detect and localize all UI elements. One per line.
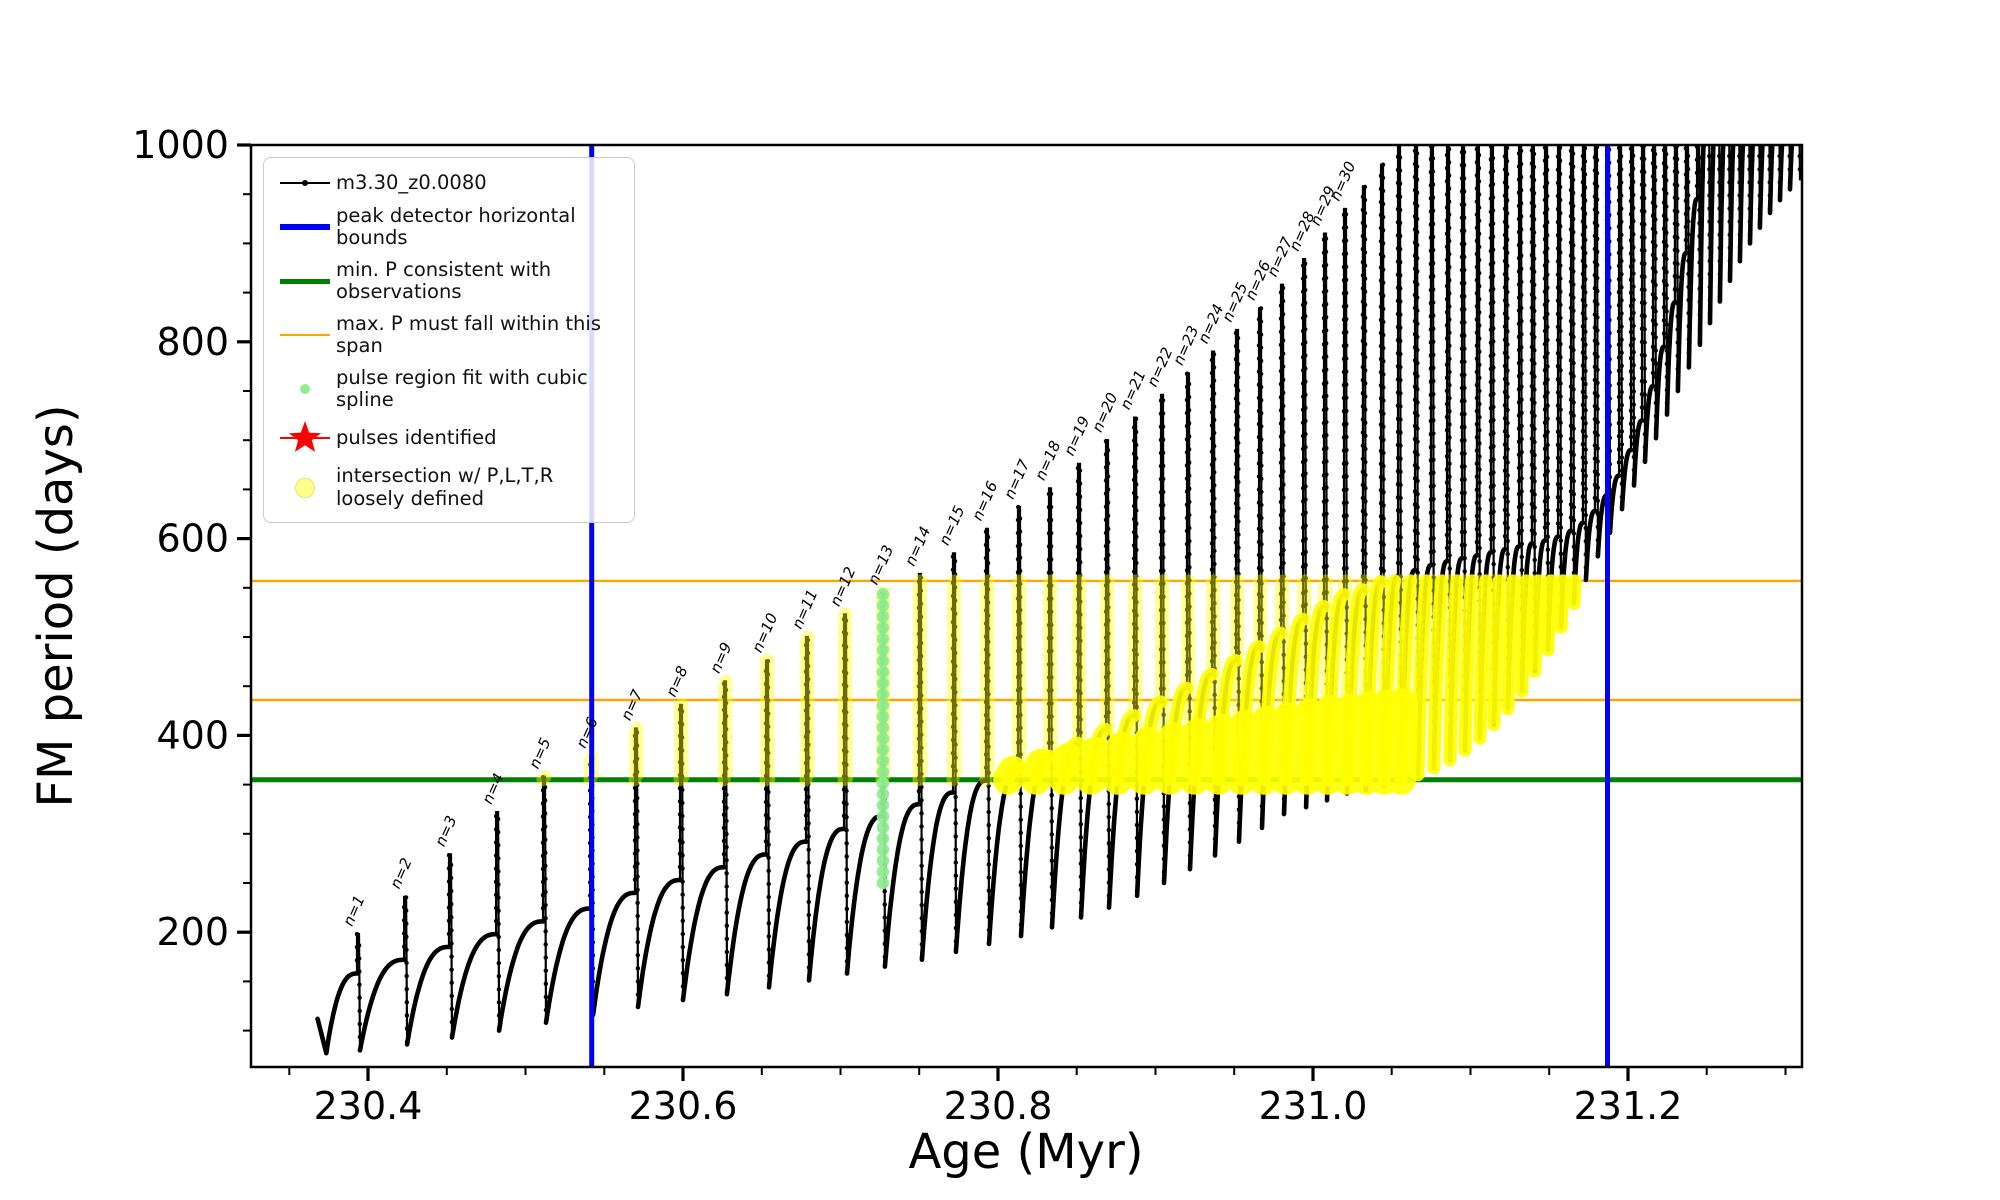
lightgreen-dot-icon bbox=[274, 383, 336, 394]
pulse-number-label: n=2 bbox=[386, 855, 415, 891]
y-tick-label: 400 bbox=[156, 713, 229, 757]
legend-label: peak detector horizontal bounds bbox=[336, 204, 576, 250]
y-tick-label: 1000 bbox=[132, 123, 229, 167]
pulse-number-label: n=14 bbox=[901, 524, 934, 569]
plot-border bbox=[249, 143, 1804, 1069]
pulse-number-label: n=30 bbox=[1326, 159, 1359, 204]
intersection-marker-dots bbox=[536, 574, 1581, 787]
pulse-number-label: n=11 bbox=[788, 587, 821, 632]
pulse-number-label: n=17 bbox=[1000, 456, 1033, 501]
x-tick-label: 230.4 bbox=[314, 1084, 423, 1128]
pulse-number-label: n=1 bbox=[339, 893, 368, 929]
legend-label: intersection w/ P,L,T,R loosely defined bbox=[336, 464, 554, 510]
legend-row-pulse-spline: pulse region fit with cubic spline bbox=[274, 365, 624, 412]
track-spike-markers bbox=[354, 145, 1802, 1053]
plot-area bbox=[251, 145, 1802, 1067]
legend-row-intersection: intersection w/ P,L,T,R loosely defined bbox=[274, 465, 624, 510]
legend-row-min-p: min. P consistent with observations bbox=[274, 257, 624, 304]
legend-label: pulse region fit with cubic spline bbox=[336, 365, 588, 411]
pulse-number-label: n=8 bbox=[662, 663, 691, 699]
axis-ticks: 230.4 230.6 230.8 231.0 231.2 200 400 600 800 100… bbox=[132, 123, 1787, 1128]
legend-row-peak-bounds: peak detector horizontal bounds bbox=[274, 204, 624, 250]
pulse-number-label: n=15 bbox=[935, 503, 968, 548]
x-tick-label: 231.2 bbox=[1574, 1084, 1683, 1128]
x-tick-label: 231.0 bbox=[1259, 1084, 1368, 1128]
pulse-number-label: n=22 bbox=[1143, 345, 1176, 390]
pulse-number-label: n=16 bbox=[968, 478, 1001, 523]
green-line-icon bbox=[274, 278, 336, 284]
legend-row-pulses: pulses identified bbox=[274, 420, 624, 456]
pulse-number-label: n=4 bbox=[478, 771, 507, 807]
pulse-number-label: n=19 bbox=[1060, 413, 1093, 458]
intersection-marker-blobs bbox=[993, 688, 1419, 795]
orange-line-icon bbox=[274, 333, 336, 337]
blue-line-icon bbox=[274, 224, 336, 231]
legend-row-series: m3.30_z0.0080 bbox=[274, 170, 624, 196]
y-tick-label: 200 bbox=[156, 910, 229, 954]
pulse-number-label: n=12 bbox=[826, 564, 859, 609]
pulse-number-label: n=21 bbox=[1116, 367, 1149, 412]
legend-row-max-p: max. P must fall within this span bbox=[274, 311, 624, 358]
pulse-number-label: n=7 bbox=[617, 687, 646, 724]
pulse-number-label: n=9 bbox=[706, 640, 735, 676]
y-tick-label: 600 bbox=[156, 517, 229, 561]
x-tick-label: 230.6 bbox=[629, 1084, 738, 1128]
pulse-number-label: n=3 bbox=[431, 813, 460, 849]
legend-label: m3.30_z0.0080 bbox=[336, 170, 487, 194]
pulse-number-label: n=20 bbox=[1088, 390, 1121, 435]
legend-label: pulses identified bbox=[336, 426, 497, 450]
legend-label: min. P consistent with observations bbox=[336, 257, 552, 304]
y-axis-title: FM period (days) bbox=[28, 404, 84, 807]
legend-label: max. P must fall within this span bbox=[336, 311, 601, 358]
pulse-number-label: n=5 bbox=[525, 735, 554, 771]
pulse-number-label: n=6 bbox=[572, 715, 601, 751]
x-axis-title: Age (Myr) bbox=[908, 1124, 1143, 1180]
pulse-number-label: n=10 bbox=[748, 610, 781, 655]
yellow-dot-icon bbox=[274, 477, 336, 498]
red-star-icon bbox=[274, 420, 336, 456]
pulse-number-label: n=18 bbox=[1031, 438, 1064, 483]
series-line-dot-icon bbox=[274, 180, 336, 186]
x-tick-label: 230.8 bbox=[944, 1084, 1053, 1128]
y-tick-label: 800 bbox=[156, 320, 229, 364]
legend: m3.30_z0.0080 peak detector horizontal b… bbox=[263, 157, 635, 524]
